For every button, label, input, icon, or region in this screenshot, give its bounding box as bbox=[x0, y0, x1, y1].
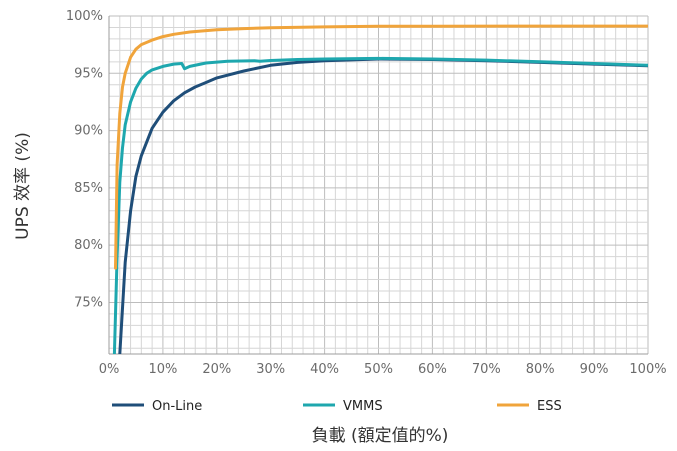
x-tick-label: 70% bbox=[472, 362, 501, 377]
x-tick-label: 30% bbox=[256, 362, 285, 377]
legend-label: On-Line bbox=[152, 399, 202, 414]
y-axis-label: UPS 效率 (%) bbox=[13, 132, 33, 240]
y-tick-label: 85% bbox=[74, 181, 103, 196]
legend: On-Line VMMS ESS bbox=[112, 399, 562, 414]
legend-label: VMMS bbox=[343, 399, 383, 414]
series-lines bbox=[112, 24, 648, 354]
x-tick-label: 0% bbox=[99, 362, 120, 377]
x-tick-label: 40% bbox=[310, 362, 339, 377]
x-tick-label: 50% bbox=[364, 362, 393, 377]
grid bbox=[108, 15, 649, 355]
x-tick-label: 20% bbox=[202, 362, 231, 377]
x-tick-label: 90% bbox=[580, 362, 609, 377]
legend-label: ESS bbox=[537, 399, 562, 414]
x-tick-label: 80% bbox=[526, 362, 555, 377]
x-tick-label: 10% bbox=[148, 362, 177, 377]
x-tick-label: 60% bbox=[418, 362, 447, 377]
x-axis-label: 負載 (額定值的%) bbox=[312, 426, 449, 446]
series-line-ess bbox=[114, 24, 648, 270]
series-line-on-line bbox=[118, 57, 648, 354]
x-tick-label: 100% bbox=[629, 362, 666, 377]
series-line-vmms bbox=[112, 56, 648, 354]
y-tick-label: 80% bbox=[74, 238, 103, 253]
y-tick-label: 95% bbox=[74, 66, 103, 81]
y-tick-label: 90% bbox=[74, 124, 103, 139]
y-tick-label: 100% bbox=[66, 9, 103, 24]
tick-labels: 0% 10% 20% 30% 40% 50% 60% 70% 80% 90% 100% 75% 80% 8… bbox=[66, 9, 667, 377]
y-tick-label: 75% bbox=[74, 295, 103, 310]
